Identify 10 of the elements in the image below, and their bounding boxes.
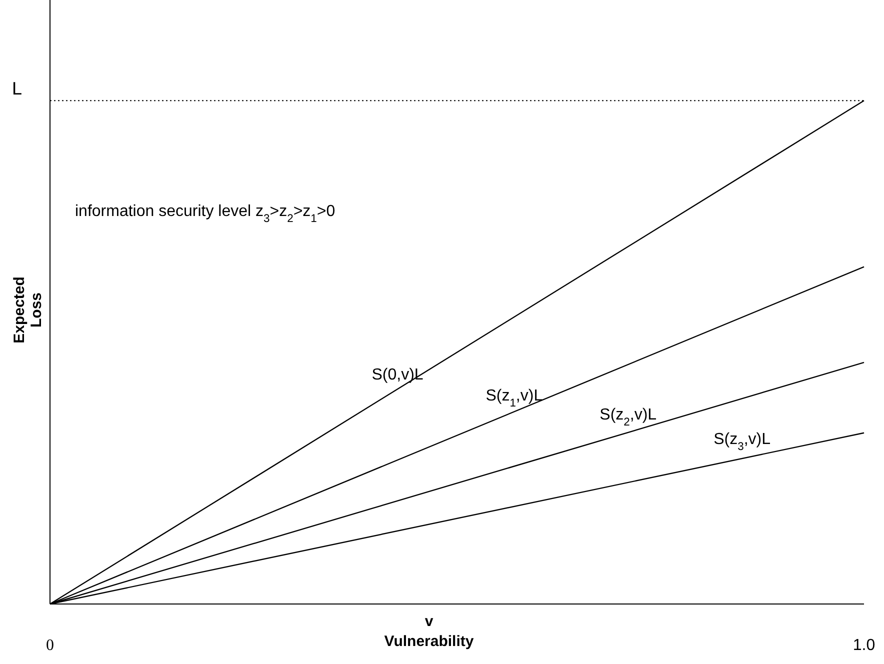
x-axis-title: v Vulnerability	[384, 613, 474, 650]
x-tick-label: 1.0	[852, 637, 876, 654]
series-label: S(z$_{3}$,v)L	[714, 430, 771, 453]
series-label: S(0,v)L	[372, 366, 424, 384]
series-label: S(z$_{2}$,v)L	[600, 406, 657, 428]
series-label: S(z$_{1}$,v)L	[486, 388, 543, 410]
x-tick-label: 0	[46, 637, 54, 654]
annotation: information security level z$_{3}$>z$_{2}$>z$_{1}$>0	[75, 203, 336, 225]
y-axis-title: Expected Loss	[11, 276, 45, 344]
ref-line-label: L	[12, 78, 22, 99]
